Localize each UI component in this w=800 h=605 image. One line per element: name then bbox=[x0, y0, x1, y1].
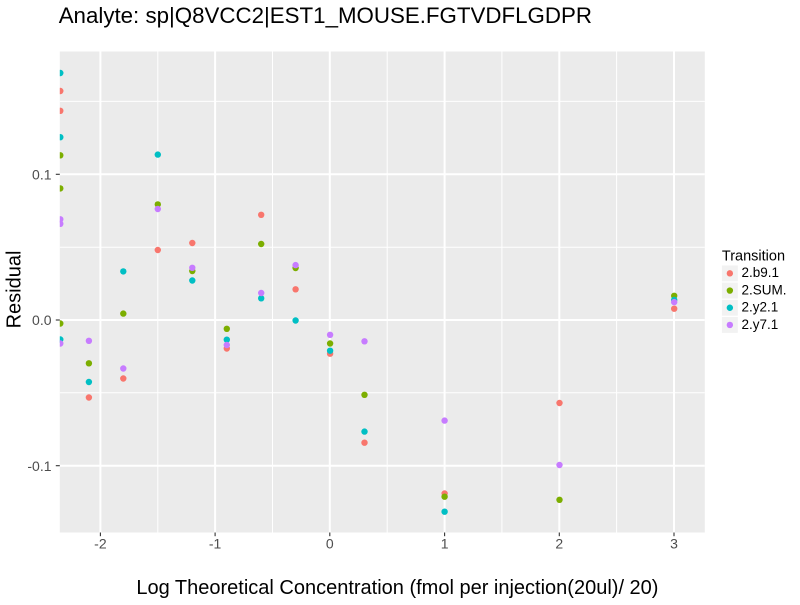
svg-text:Analyte: sp|Q8VCC2|EST1_MOUSE.: Analyte: sp|Q8VCC2|EST1_MOUSE.FGTVDFLGDP… bbox=[59, 3, 592, 28]
svg-text:3: 3 bbox=[670, 536, 678, 552]
svg-text:2: 2 bbox=[555, 536, 563, 552]
svg-text:-2: -2 bbox=[94, 536, 107, 552]
svg-text:Residual: Residual bbox=[3, 251, 25, 329]
svg-text:2.b9.1: 2.b9.1 bbox=[742, 265, 780, 280]
svg-text:2.y7.1: 2.y7.1 bbox=[742, 317, 779, 332]
svg-text:Transition: Transition bbox=[722, 249, 785, 265]
svg-text:2.SUM.: 2.SUM. bbox=[742, 282, 787, 297]
svg-text:2.y2.1: 2.y2.1 bbox=[742, 300, 779, 315]
svg-text:-1: -1 bbox=[209, 536, 222, 552]
svg-text:Log Theoretical Concentration: Log Theoretical Concentration (fmol per … bbox=[136, 577, 658, 599]
svg-text:1: 1 bbox=[441, 536, 449, 552]
svg-text:0.0: 0.0 bbox=[32, 312, 52, 328]
svg-text:-0.1: -0.1 bbox=[27, 458, 51, 474]
svg-text:0: 0 bbox=[326, 536, 334, 552]
svg-text:0.1: 0.1 bbox=[32, 166, 52, 182]
